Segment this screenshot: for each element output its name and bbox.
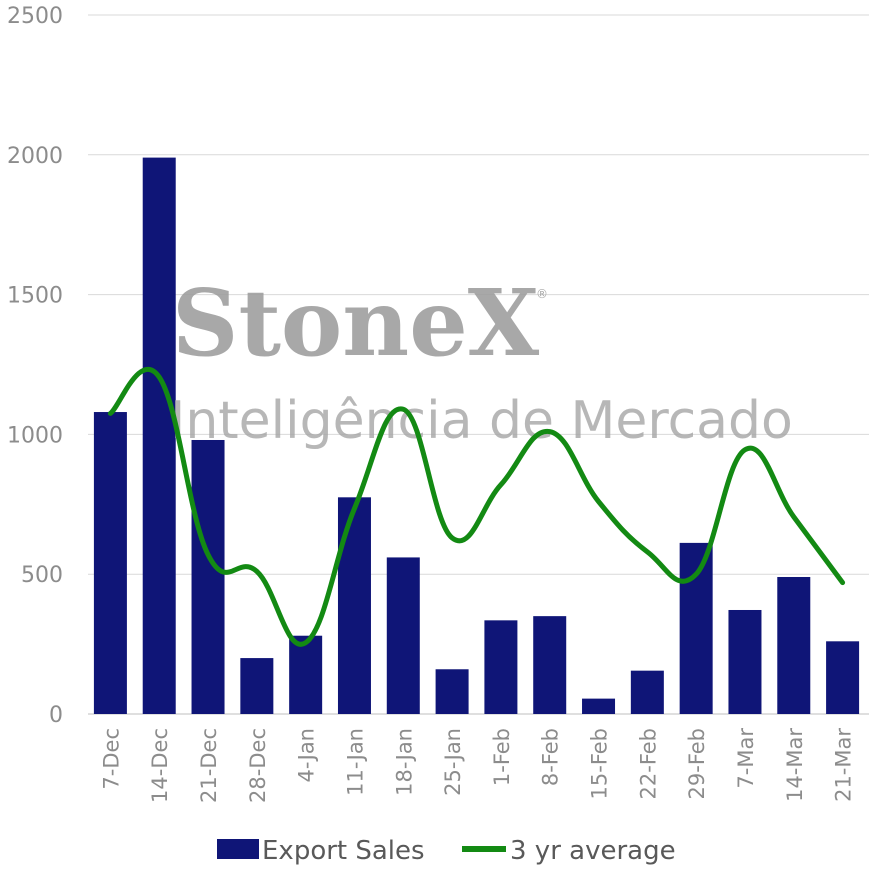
- legend-label-3yr-average: 3 yr average: [510, 836, 676, 866]
- watermark-registered: ®: [536, 287, 548, 301]
- bar-export-sales: [826, 641, 860, 714]
- x-tick-label: 28-Dec: [246, 728, 270, 803]
- watermark-main: StoneX: [172, 269, 540, 377]
- bar-export-sales: [533, 616, 567, 714]
- watermark: StoneX ® Inteligência de Mercado: [170, 269, 793, 451]
- bar-export-sales: [142, 157, 176, 714]
- x-tick-label: 14-Dec: [148, 728, 172, 803]
- bar-export-sales: [630, 670, 664, 714]
- x-tick-label: 29-Feb: [685, 728, 709, 799]
- y-tick-label: 1500: [7, 284, 63, 309]
- x-tick-label: 25-Jan: [441, 728, 465, 796]
- line-3yr-average: [107, 366, 846, 647]
- bar-export-sales: [435, 669, 469, 714]
- y-tick-label: 500: [21, 563, 63, 588]
- x-tick-label: 4-Jan: [295, 728, 319, 782]
- y-tick-label: 0: [49, 703, 63, 728]
- x-tick-label: 8-Feb: [539, 728, 563, 786]
- bar-export-sales: [240, 658, 274, 714]
- bar-export-sales: [728, 609, 762, 714]
- x-tick-label: 21-Dec: [197, 728, 221, 803]
- bar-export-sales: [93, 412, 127, 714]
- bar-export-sales: [386, 557, 420, 714]
- y-axis: 0 500 1000 1500 2000 2500: [7, 4, 63, 728]
- x-tick-label: 11-Jan: [343, 728, 367, 796]
- watermark-sub: Inteligência de Mercado: [170, 391, 793, 451]
- bar-export-sales: [484, 620, 518, 714]
- legend: Export Sales 3 yr average: [217, 836, 676, 866]
- bar-series: [93, 157, 860, 714]
- legend-label-export-sales: Export Sales: [262, 836, 425, 866]
- x-tick-label: 21-Mar: [832, 728, 856, 802]
- bar-export-sales: [679, 542, 713, 714]
- y-tick-label: 2000: [7, 144, 63, 169]
- bar-export-sales: [582, 698, 616, 714]
- line-series: [107, 366, 846, 647]
- legend-swatch-export-sales: [217, 839, 259, 859]
- x-tick-label: 1-Feb: [490, 728, 514, 786]
- bar-export-sales: [777, 576, 811, 714]
- y-tick-label: 2500: [7, 4, 63, 29]
- x-tick-label: 15-Feb: [588, 728, 612, 799]
- x-tick-label: 22-Feb: [636, 728, 660, 799]
- bar-export-sales: [191, 439, 225, 714]
- y-tick-label: 1000: [7, 423, 63, 448]
- bar-export-sales: [337, 497, 371, 714]
- bar-export-sales: [289, 635, 323, 714]
- x-tick-label: 14-Mar: [783, 728, 807, 802]
- x-axis: 7-Dec 14-Dec 21-Dec 28-Dec 4-Jan 11-Jan 18-Jan…: [99, 728, 855, 803]
- x-tick-label: 18-Jan: [392, 728, 416, 796]
- x-tick-label: 7-Mar: [734, 728, 758, 789]
- x-tick-label: 7-Dec: [99, 728, 123, 790]
